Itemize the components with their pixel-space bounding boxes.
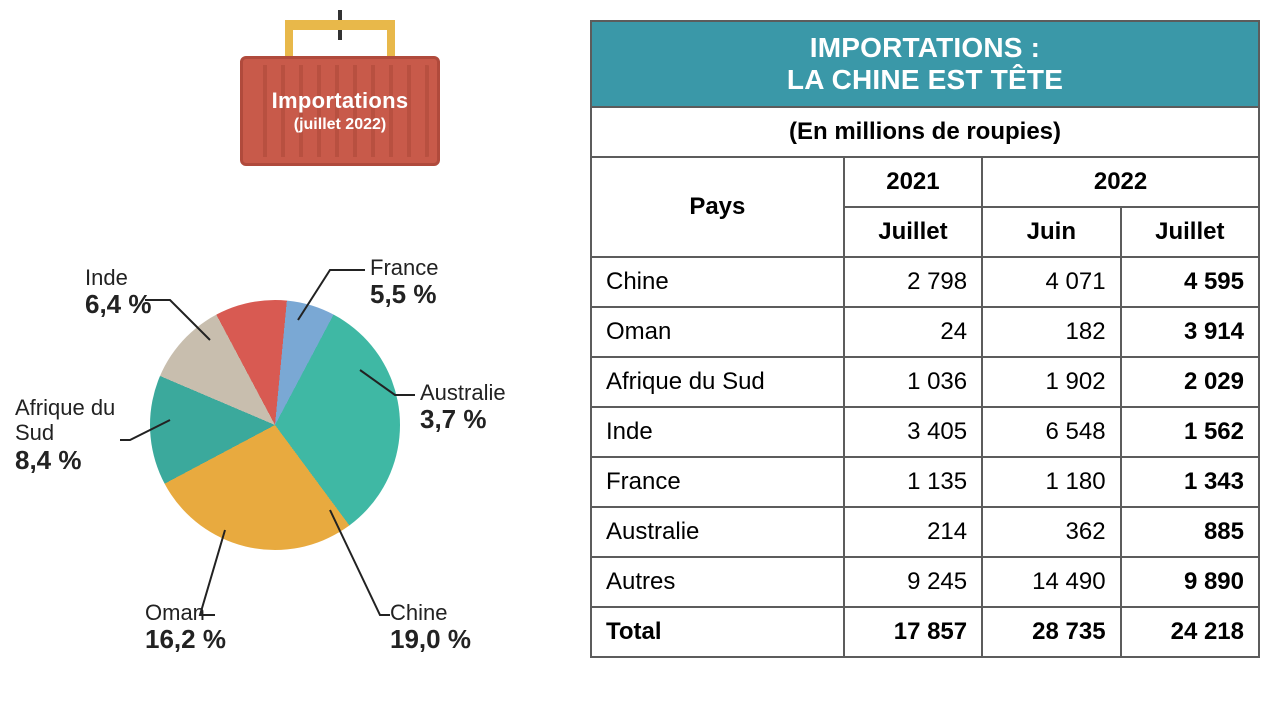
cell-juin2022: 362	[982, 507, 1120, 557]
cell-juin2022: 1 902	[982, 357, 1120, 407]
table-row: Oman241823 914	[591, 307, 1259, 357]
cell-juil2022: 1 562	[1121, 407, 1259, 457]
cell-juil2022: 9 890	[1121, 557, 1259, 607]
container-subtitle: (juillet 2022)	[272, 116, 409, 134]
cell-juin2022: 14 490	[982, 557, 1120, 607]
table-title: IMPORTATIONS : LA CHINE EST TÊTE	[591, 21, 1259, 107]
cell-country: Afrique du Sud	[591, 357, 844, 407]
cell-j2021: 1 036	[844, 357, 982, 407]
container-title: Importations	[272, 88, 409, 114]
table-subtitle: (En millions de roupies)	[591, 107, 1259, 157]
pie-canvas	[150, 300, 400, 550]
container-graphic: Importations (juillet 2022)	[235, 10, 445, 180]
pie-label-inde: Inde 6,4 %	[85, 265, 152, 320]
pie-label-france: France 5,5 %	[370, 255, 438, 310]
cell-j2021: 9 245	[844, 557, 982, 607]
col-2022: 2022	[982, 157, 1259, 207]
table-row: Chine2 7984 0714 595	[591, 257, 1259, 307]
cell-juin2022: 182	[982, 307, 1120, 357]
col-juillet-2022: Juillet	[1121, 207, 1259, 257]
hook-side-right	[387, 20, 395, 58]
col-juillet-2021: Juillet	[844, 207, 982, 257]
col-2021: 2021	[844, 157, 982, 207]
cell-juil2022: 3 914	[1121, 307, 1259, 357]
table-row: Inde3 4056 5481 562	[591, 407, 1259, 457]
cell-j2021: 3 405	[844, 407, 982, 457]
cell-juin2022: 6 548	[982, 407, 1120, 457]
table-row: Autres9 24514 4909 890	[591, 557, 1259, 607]
pie-chart	[150, 300, 400, 550]
col-country: Pays	[591, 157, 844, 257]
cell-country: Inde	[591, 407, 844, 457]
cell-juin2022: 1 180	[982, 457, 1120, 507]
total-j2021: 17 857	[844, 607, 982, 657]
cell-j2021: 24	[844, 307, 982, 357]
cell-juil2022: 4 595	[1121, 257, 1259, 307]
cell-j2021: 214	[844, 507, 982, 557]
imports-table: IMPORTATIONS : LA CHINE EST TÊTE (En mil…	[590, 20, 1260, 658]
cell-country: Chine	[591, 257, 844, 307]
total-label: Total	[591, 607, 844, 657]
cell-juil2022: 885	[1121, 507, 1259, 557]
cell-juil2022: 1 343	[1121, 457, 1259, 507]
cell-country: France	[591, 457, 844, 507]
table-total-row: Total 17 857 28 735 24 218	[591, 607, 1259, 657]
cell-j2021: 2 798	[844, 257, 982, 307]
cell-country: Australie	[591, 507, 844, 557]
table-row: Australie214362885	[591, 507, 1259, 557]
table-row: France1 1351 1801 343	[591, 457, 1259, 507]
right-panel: IMPORTATIONS : LA CHINE EST TÊTE (En mil…	[590, 20, 1260, 658]
table-body: Chine2 7984 0714 595Oman241823 914Afriqu…	[591, 257, 1259, 607]
table-row: Afrique du Sud1 0361 9022 029	[591, 357, 1259, 407]
total-juil2022: 24 218	[1121, 607, 1259, 657]
col-juin-2022: Juin	[982, 207, 1120, 257]
total-juin2022: 28 735	[982, 607, 1120, 657]
cell-j2021: 1 135	[844, 457, 982, 507]
container-box: Importations (juillet 2022)	[240, 56, 440, 166]
pie-label-chine: Chine 19,0 %	[390, 600, 471, 655]
pie-label-australie: Australie 3,7 %	[420, 380, 506, 435]
cell-country: Oman	[591, 307, 844, 357]
hook-side-left	[285, 20, 293, 58]
hook-bar	[285, 20, 395, 30]
cell-juin2022: 4 071	[982, 257, 1120, 307]
pie-label-afsud: Afrique du Sud 8,4 %	[15, 395, 125, 475]
pie-label-oman: Oman 16,2 %	[145, 600, 226, 655]
cell-country: Autres	[591, 557, 844, 607]
left-panel: Importations (juillet 2022) France 5,5 %…	[0, 0, 580, 720]
cell-juil2022: 2 029	[1121, 357, 1259, 407]
